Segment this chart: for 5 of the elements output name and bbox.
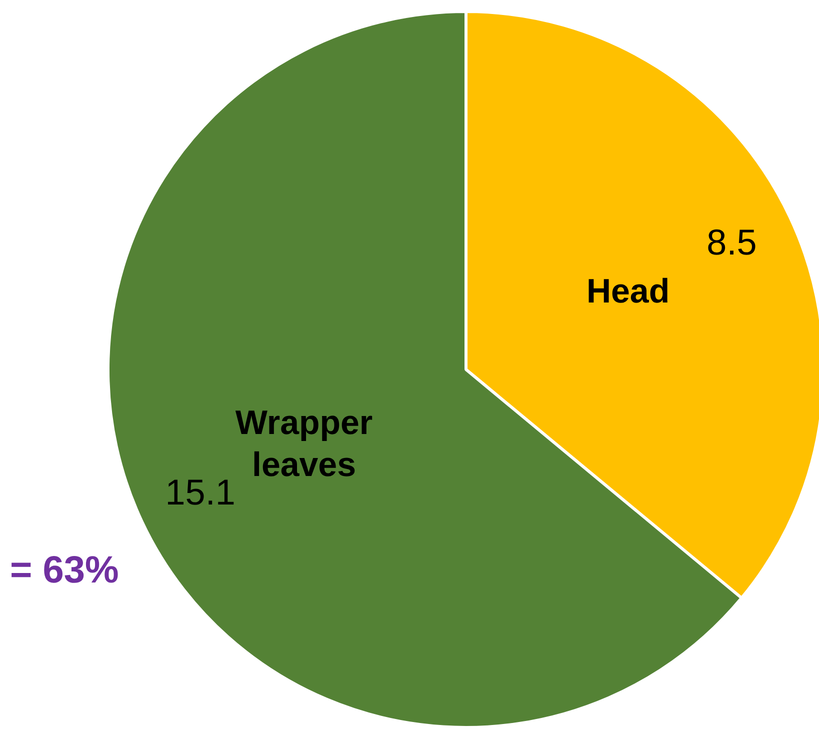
slice-label: Head: [586, 272, 670, 311]
data-label: 8.5: [706, 222, 757, 263]
data-label: 15.1: [165, 471, 236, 512]
text: = 63%: [10, 549, 119, 592]
slice-label: Wrapper leaves: [235, 404, 373, 484]
